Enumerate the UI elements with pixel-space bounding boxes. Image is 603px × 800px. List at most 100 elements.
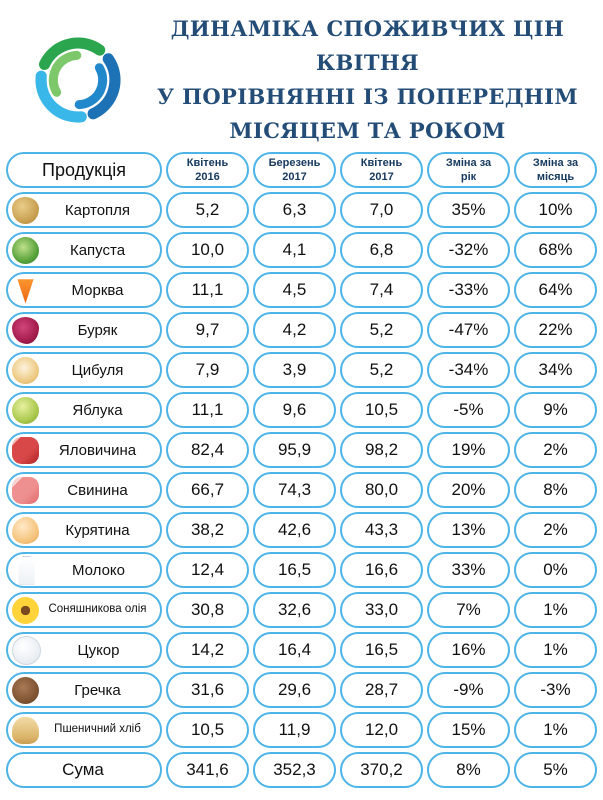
value-cell: 12,0 [340,712,423,748]
product-name: Свинина [67,481,128,499]
title-line-3: МІСЯЦЕМ ТА РОКОМ [229,118,506,144]
product-cell: Цукор [6,632,162,668]
product-name: Цукор [77,641,120,659]
value-cell: 33,0 [340,592,423,628]
product-cell: Курятина [6,512,162,548]
value-cell: 42,6 [253,512,336,548]
value-cell: 6,8 [340,232,423,268]
value-cell: 4,1 [253,232,336,268]
value-cell: 7,0 [340,192,423,228]
value-cell: 22% [514,312,597,348]
product-name: Молоко [71,561,125,579]
product-cell: Буряк [6,312,162,348]
value-cell: 15% [427,712,510,748]
column-header-month-change: Зміна за місяць [514,152,597,188]
column-header-apr2016: Квітень 2016 [166,152,249,188]
column-header-product: Продукція [6,152,162,188]
product-cell: Картопля [6,192,162,228]
value-cell: 5% [514,752,597,788]
value-cell: 10% [514,192,597,228]
value-cell: 7,4 [340,272,423,308]
value-cell: 20% [427,472,510,508]
value-cell: 43,3 [340,512,423,548]
buckwheat-icon [12,676,39,704]
product-name: Пшеничний хліб [54,723,141,736]
value-cell: 98,2 [340,432,423,468]
onion-icon [12,356,39,384]
value-cell: 10,5 [166,712,249,748]
value-cell: 11,1 [166,272,249,308]
value-cell: 14,2 [166,632,249,668]
value-cell: 5,2 [340,352,423,388]
page-header: ДИНАМІКА СПОЖИВЧИХ ЦІН КВІТНЯ У ПОРІВНЯН… [6,6,597,144]
value-cell: 66,7 [166,472,249,508]
value-cell: -33% [427,272,510,308]
value-cell: 13% [427,512,510,548]
value-cell: 2% [514,432,597,468]
value-cell: 9,6 [253,392,336,428]
value-cell: 8% [427,752,510,788]
product-cell: Пшеничний хліб [6,712,162,748]
value-cell: 11,1 [166,392,249,428]
value-cell: 341,6 [166,752,249,788]
value-cell: 16% [427,632,510,668]
value-cell: 3,9 [253,352,336,388]
product-name: Яблука [72,401,123,419]
value-cell: 6,3 [253,192,336,228]
value-cell: 16,5 [253,552,336,588]
value-cell: 12,4 [166,552,249,588]
value-cell: 30,8 [166,592,249,628]
column-header-line: Квітень [186,156,229,169]
column-header-line: Зміна за [445,156,492,169]
value-cell: 7% [427,592,510,628]
value-cell: 33% [427,552,510,588]
value-cell: 9% [514,392,597,428]
sugar-icon [12,635,41,665]
sum-label-cell: Сума [6,752,162,788]
title-line-1: ДИНАМІКА СПОЖИВЧИХ ЦІН КВІТНЯ [170,15,565,75]
value-cell: 10,5 [340,392,423,428]
value-cell: 82,4 [166,432,249,468]
apple-icon [12,396,39,424]
column-header-mar2017: Березень 2017 [253,152,336,188]
product-name: Морква [71,281,124,299]
product-name: Картопля [64,201,131,219]
product-cell: Яловичина [6,432,162,468]
product-cell: Соняшникова олія [6,592,162,628]
milk-icon [18,555,35,585]
product-name: Цибуля [71,361,124,379]
value-cell: 352,3 [253,752,336,788]
product-name: Гречка [74,681,121,699]
product-name: Соняшникова олія [48,603,147,616]
value-cell: 19% [427,432,510,468]
value-cell: 80,0 [340,472,423,508]
sunflower-oil-icon [12,596,39,624]
value-cell: -3% [514,672,597,708]
value-cell: -32% [427,232,510,268]
value-cell: -9% [427,672,510,708]
value-cell: 64% [514,272,597,308]
swirl-logo-icon [35,37,121,123]
page-title: ДИНАМІКА СПОЖИВЧИХ ЦІН КВІТНЯ У ПОРІВНЯН… [142,12,593,148]
value-cell: 31,6 [166,672,249,708]
product-cell: Капуста [6,232,162,268]
beet-icon [12,316,39,344]
product-cell: Яблука [6,392,162,428]
value-cell: -47% [427,312,510,348]
column-header-line: Березень [268,156,321,169]
value-cell: 9,7 [166,312,249,348]
value-cell: 34% [514,352,597,388]
value-cell: 29,6 [253,672,336,708]
column-header-line: 2017 [282,171,307,183]
brand-logo [14,24,142,136]
value-cell: 7,9 [166,352,249,388]
value-cell: 95,9 [253,432,336,468]
product-name: Яловичина [58,441,137,459]
value-cell: 4,2 [253,312,336,348]
product-cell: Свинина [6,472,162,508]
chicken-icon [12,516,39,544]
value-cell: 68% [514,232,597,268]
beef-icon [12,436,39,464]
column-header-line: Зміна за [532,156,579,169]
value-cell: 16,4 [253,632,336,668]
